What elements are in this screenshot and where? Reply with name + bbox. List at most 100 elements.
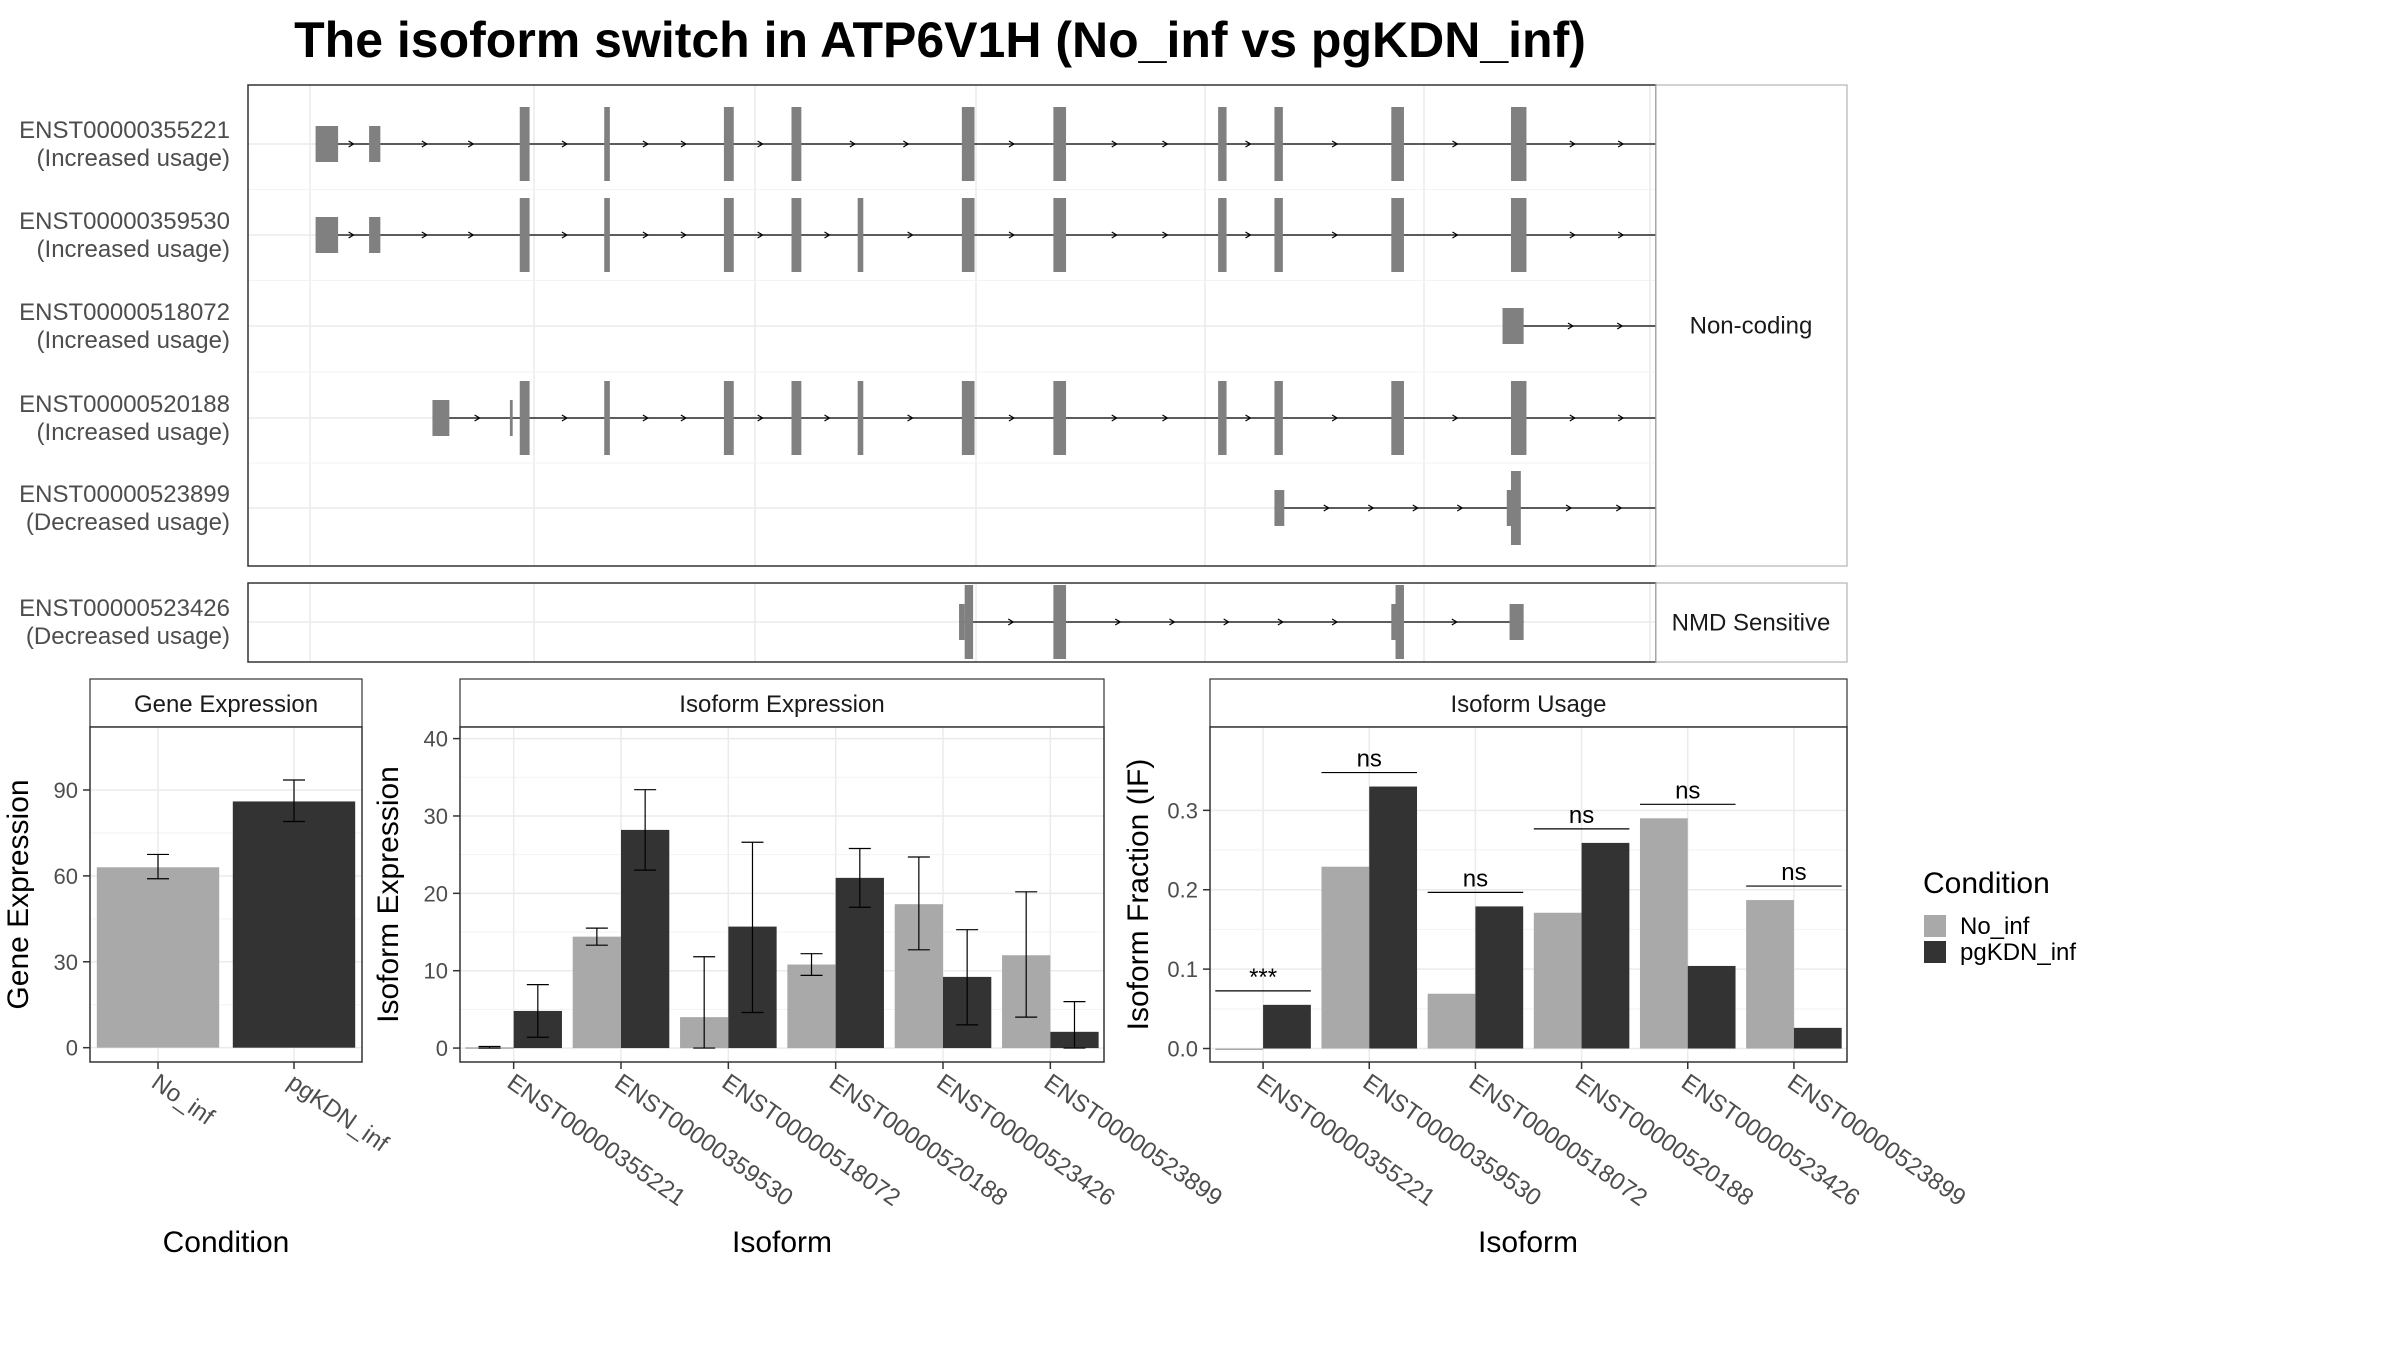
intron-direction-arrow xyxy=(1412,504,1419,512)
intron-direction-arrow xyxy=(1245,140,1252,148)
intron-direction-arrow xyxy=(642,231,650,239)
intron-direction-arrow xyxy=(849,140,857,148)
legend-label-no-inf: No_inf xyxy=(1960,913,2030,940)
y-tick-label: 0.1 xyxy=(1167,957,1198,982)
bar-no-inf-enst00000359530 xyxy=(572,936,621,1049)
bar-pgkdn-inf-enst00000523426 xyxy=(1687,965,1736,1049)
intron-direction-arrow xyxy=(1617,140,1625,148)
exon xyxy=(604,198,610,272)
transcript-usage-label: (Increased usage) xyxy=(37,419,230,446)
intron-direction-arrow xyxy=(1162,414,1169,422)
facet-non-coding: Non-coding xyxy=(247,84,1848,567)
intron-direction-arrow xyxy=(1111,414,1118,422)
exon xyxy=(964,585,974,659)
exon xyxy=(509,400,513,436)
exon xyxy=(519,107,530,181)
x-axis-title: Isoform xyxy=(732,1226,832,1259)
intron-direction-arrow xyxy=(561,140,569,148)
bar-pgkdn-inf-pgkdn-inf xyxy=(232,801,356,1048)
intron-direction-arrow xyxy=(1008,231,1016,239)
legend-key-pgkdn-inf xyxy=(1924,941,1946,963)
x-tick-label: ENST00000355221 xyxy=(502,1069,690,1212)
intron-direction-arrow xyxy=(1162,140,1169,148)
intron-direction-arrow xyxy=(1223,618,1230,626)
y-tick-label: 40 xyxy=(424,727,448,752)
x-tick-label: ENST00000523899 xyxy=(1782,1069,1970,1212)
exon xyxy=(1391,107,1404,181)
intron-direction-arrow xyxy=(1111,231,1118,239)
transcript-usage-label: (Increased usage) xyxy=(37,327,230,354)
intron-direction-arrow xyxy=(1277,618,1285,626)
intron-direction-arrow xyxy=(1569,231,1576,239)
intron-direction-arrow xyxy=(467,140,475,148)
facet-strip xyxy=(1655,84,1848,567)
transcript-id-label: ENST00000359530 xyxy=(19,208,230,235)
x-tick-label: ENST00000523899 xyxy=(1039,1069,1227,1212)
intron-direction-arrow xyxy=(1617,231,1625,239)
y-tick-label: 90 xyxy=(54,778,78,803)
intron-direction-arrow xyxy=(421,140,428,148)
bar-chart-panels: Gene Expression 0 30 60 90 No_inf pgKDN_inf Con… xyxy=(2,678,1971,1259)
exon xyxy=(1274,107,1283,181)
intron-direction-arrow xyxy=(1245,231,1252,239)
exon xyxy=(1218,381,1227,455)
significance-label: ns xyxy=(1675,777,1700,804)
x-tick-label: ENST00000520188 xyxy=(824,1069,1012,1212)
intron-direction-arrow xyxy=(348,231,355,239)
exon xyxy=(1391,198,1404,272)
intron-direction-arrow xyxy=(1331,618,1339,626)
panel-border xyxy=(459,726,1105,1063)
exon xyxy=(1510,107,1527,181)
intron-direction-arrow xyxy=(680,231,688,239)
exon xyxy=(791,107,802,181)
exon xyxy=(1053,585,1067,659)
intron-direction-arrow xyxy=(1008,140,1016,148)
exon xyxy=(1053,107,1067,181)
exon xyxy=(961,107,975,181)
exon xyxy=(432,400,450,436)
intron-direction-arrow xyxy=(1567,322,1575,330)
exon xyxy=(1274,381,1283,455)
bar-pgkdn-inf-enst00000520188 xyxy=(1581,842,1630,1049)
intron-direction-arrow xyxy=(1569,140,1576,148)
transcript-id-label: ENST00000523899 xyxy=(19,481,230,508)
intron-direction-arrow xyxy=(1451,618,1458,626)
panel-strip xyxy=(1209,678,1848,728)
y-axis-title: Isoform Expression xyxy=(372,766,405,1023)
x-tick-label: ENST00000523426 xyxy=(932,1069,1120,1212)
exon xyxy=(791,198,802,272)
x-axis-title: Condition xyxy=(163,1226,290,1259)
bar-pgkdn-inf-enst00000518072 xyxy=(1475,906,1524,1049)
intron-direction-arrow xyxy=(824,231,831,239)
transcript-structure-plot: Non-coding ENST00000355221 (Increased usag… xyxy=(19,84,1848,663)
exon xyxy=(519,381,530,455)
exon xyxy=(1053,381,1067,455)
x-axis-title: Isoform xyxy=(1478,1226,1578,1259)
legend: Condition No_inf pgKDN_inf xyxy=(1923,867,2076,966)
panel-background xyxy=(460,727,1104,1062)
significance-label: ns xyxy=(1463,865,1488,892)
y-axis-title: Isoform Fraction (IF) xyxy=(1122,759,1155,1031)
x-tick-label: ENST00000355221 xyxy=(1252,1069,1440,1212)
exon xyxy=(1053,198,1067,272)
bar-no-inf-enst00000355221 xyxy=(1215,1048,1264,1051)
bar-no-inf-enst00000523899 xyxy=(1746,900,1794,1049)
intron-direction-arrow xyxy=(1245,414,1252,422)
intron-direction-arrow xyxy=(1617,414,1625,422)
y-axis-title: Gene Expression xyxy=(2,779,35,1009)
y-tick-label: 10 xyxy=(424,959,448,984)
intron-direction-arrow xyxy=(421,231,428,239)
exon xyxy=(1506,490,1511,526)
transcript-id-label: ENST00000355221 xyxy=(19,117,230,144)
facet-strip xyxy=(1655,582,1848,663)
exon xyxy=(857,198,864,272)
x-tick-label: ENST00000518072 xyxy=(717,1069,905,1212)
exon xyxy=(723,381,734,455)
transcript-id-label: ENST00000523426 xyxy=(19,595,230,622)
intron-direction-arrow xyxy=(1331,414,1339,422)
exon xyxy=(369,217,381,253)
x-tick-label: pgKDN_inf xyxy=(283,1069,394,1158)
facet-strip-label: NMD Sensitive xyxy=(1672,610,1831,637)
panel-strip-label: Isoform Expression xyxy=(679,691,884,718)
